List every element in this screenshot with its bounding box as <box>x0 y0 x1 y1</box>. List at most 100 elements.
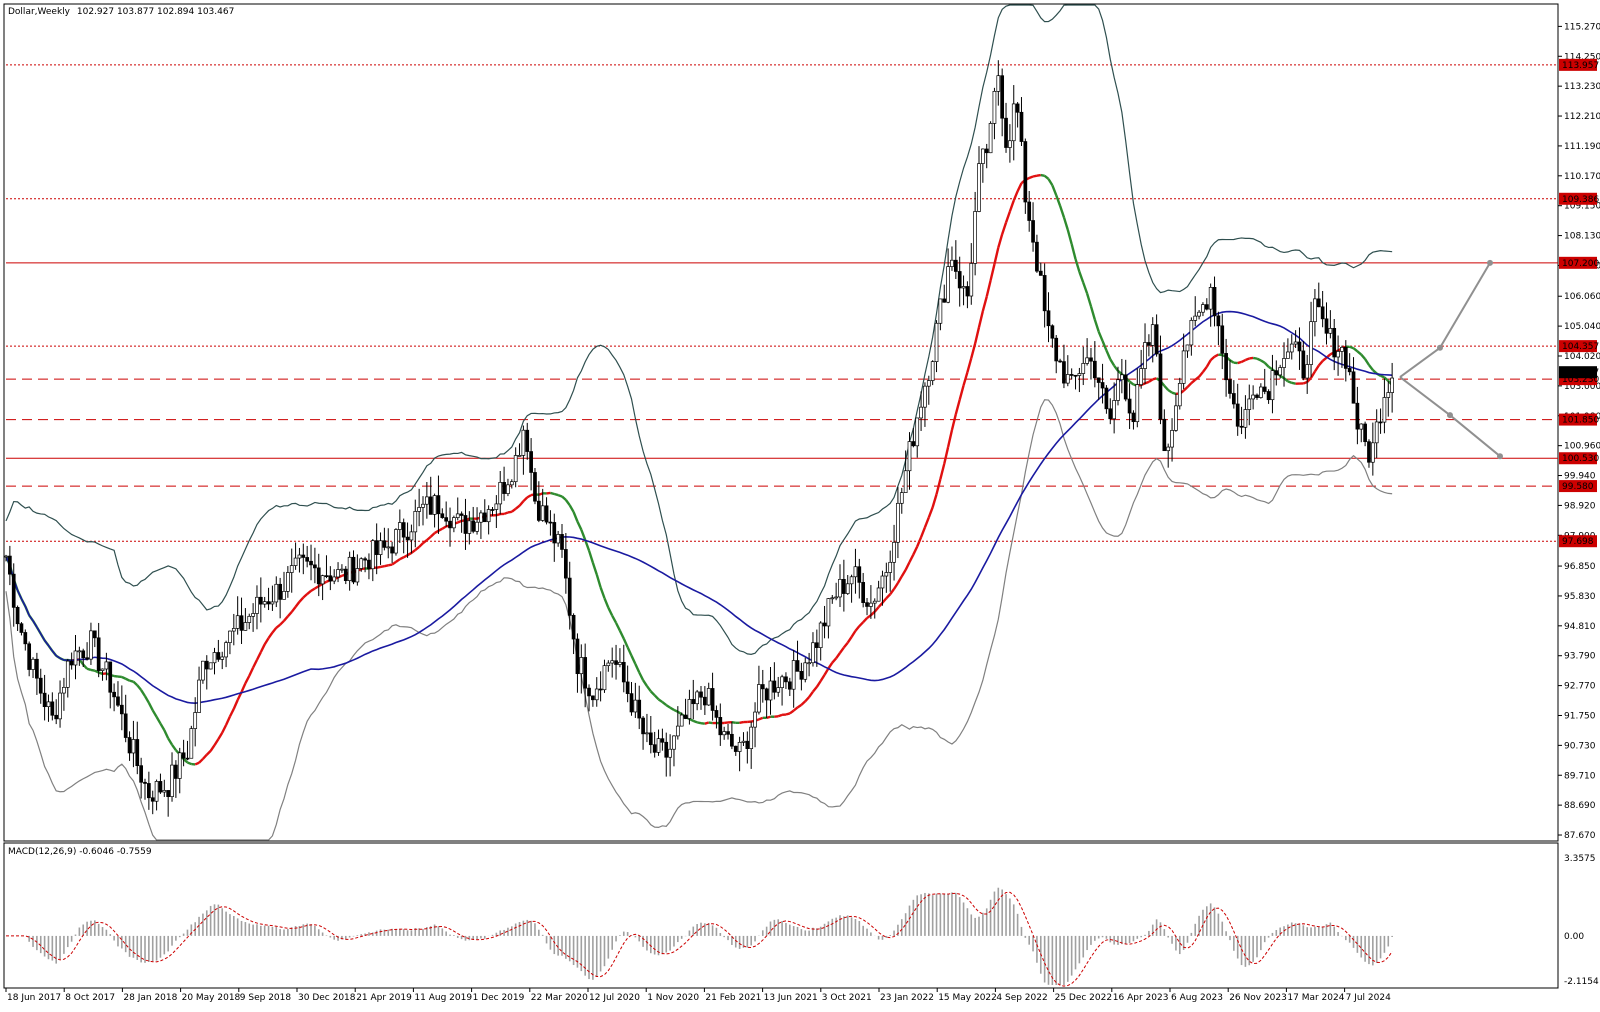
ma-50-segment <box>126 679 130 681</box>
candle-body <box>452 518 455 528</box>
candle-body <box>1313 299 1316 322</box>
ma-50-segment <box>91 670 95 671</box>
candle-body <box>364 559 367 560</box>
candle-body <box>638 700 641 718</box>
candle-body <box>487 509 490 521</box>
candle-body <box>20 624 23 633</box>
date-tick-label: 23 Jan 2022 <box>880 993 934 1003</box>
candle-body <box>904 471 907 493</box>
candle-body <box>483 513 486 522</box>
candle-body <box>873 601 876 603</box>
candle-body <box>1062 362 1065 384</box>
candle-body <box>854 567 857 577</box>
candle-body <box>684 715 687 719</box>
candle-body <box>209 663 212 669</box>
candle-body <box>140 766 143 783</box>
candle-body <box>1348 368 1351 371</box>
ma-50-segment <box>508 512 512 513</box>
candle-body <box>769 681 772 700</box>
ma-50-segment <box>778 715 782 716</box>
candle-body <box>1124 375 1127 399</box>
candle-body <box>279 584 282 599</box>
candle-body <box>1352 372 1355 403</box>
candle-body <box>642 718 645 734</box>
candle-body <box>896 503 899 542</box>
candle-body <box>348 557 351 580</box>
candle-body <box>1028 202 1031 221</box>
price-tick-label: 96.850 <box>1564 562 1596 572</box>
ma-50-segment <box>1257 359 1261 361</box>
candle-body <box>719 717 722 734</box>
macd-scale-label: -2.1154 <box>1564 977 1599 987</box>
candle-body <box>367 560 370 569</box>
candle-body <box>194 713 197 729</box>
candle-body <box>657 739 660 753</box>
candle-body <box>124 714 127 738</box>
date-tick-label: 4 Sep 2022 <box>996 993 1047 1003</box>
candle-body <box>55 715 58 719</box>
candle-body <box>1298 342 1301 351</box>
date-tick-label: 1 Dec 2019 <box>473 993 525 1003</box>
candle-body <box>877 588 880 601</box>
candle-body <box>839 579 842 597</box>
candle-body <box>746 741 749 748</box>
candle-body <box>39 678 42 693</box>
candle-body <box>1383 397 1386 422</box>
candle-body <box>1209 287 1212 309</box>
candle-body <box>47 702 50 707</box>
candle-body <box>819 623 822 648</box>
candle-body <box>174 765 177 778</box>
candle-body <box>1240 426 1243 427</box>
date-tick-label: 30 Dec 2018 <box>298 993 356 1003</box>
candle-body <box>1167 447 1170 451</box>
candle-body <box>1217 316 1220 326</box>
candle-body <box>267 602 270 604</box>
candle-body <box>1093 361 1096 378</box>
candle-body <box>506 485 509 494</box>
candle-body <box>116 697 119 705</box>
candle-body <box>1329 328 1332 333</box>
price-tick-label: 100.960 <box>1564 442 1600 452</box>
date-tick-label: 7 Jul 2024 <box>1346 993 1391 1003</box>
candle-body <box>1333 328 1336 357</box>
candle-body <box>1186 345 1189 351</box>
candle-body <box>28 644 31 670</box>
price-tick-label: 88.690 <box>1564 801 1596 811</box>
candle-body <box>155 781 158 801</box>
candle-body <box>325 576 328 577</box>
candle-body <box>70 661 73 665</box>
candle-body <box>564 549 567 578</box>
candle-body <box>398 523 401 530</box>
candle-body <box>869 603 872 606</box>
price-tick-label: 94.810 <box>1564 622 1596 632</box>
candle-body <box>615 661 618 665</box>
candle-body <box>468 521 471 534</box>
candle-body <box>1043 275 1046 310</box>
ma-50-segment <box>732 722 736 723</box>
ma-50-segment <box>1041 175 1045 176</box>
candle-body <box>16 607 19 623</box>
candle-body <box>1070 374 1073 375</box>
candle-body <box>561 534 564 549</box>
candle-body <box>588 688 591 696</box>
candle-body <box>1213 287 1216 316</box>
candle-body <box>449 521 452 528</box>
candle-body <box>472 521 475 532</box>
candle-body <box>626 682 629 694</box>
date-tick-label: 18 Jun 2017 <box>7 993 61 1003</box>
candle-body <box>147 783 150 797</box>
candle-body <box>1047 311 1050 326</box>
candle-body <box>1232 393 1235 404</box>
candle-body <box>1128 399 1131 413</box>
candle-body <box>1066 374 1069 383</box>
candle-body <box>1109 409 1112 419</box>
date-tick-label: 9 Sep 2018 <box>240 993 292 1003</box>
candle-body <box>1120 375 1123 380</box>
candle-body <box>232 628 235 631</box>
price-tick-label: 89.710 <box>1564 771 1596 781</box>
candle-body <box>553 522 556 543</box>
macd-scale-label: 0.00 <box>1564 932 1584 942</box>
candle-body <box>476 522 479 531</box>
projection-arrow-head <box>1497 453 1503 459</box>
